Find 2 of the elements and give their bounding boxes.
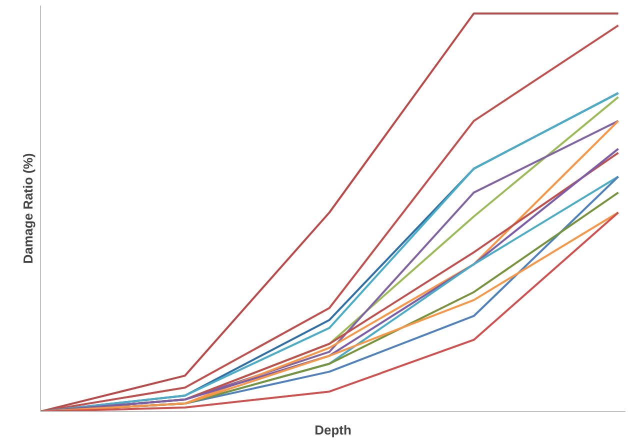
y-axis-title: Damage Ratio (%) xyxy=(20,153,36,264)
x-axis-title: Depth xyxy=(314,422,352,438)
